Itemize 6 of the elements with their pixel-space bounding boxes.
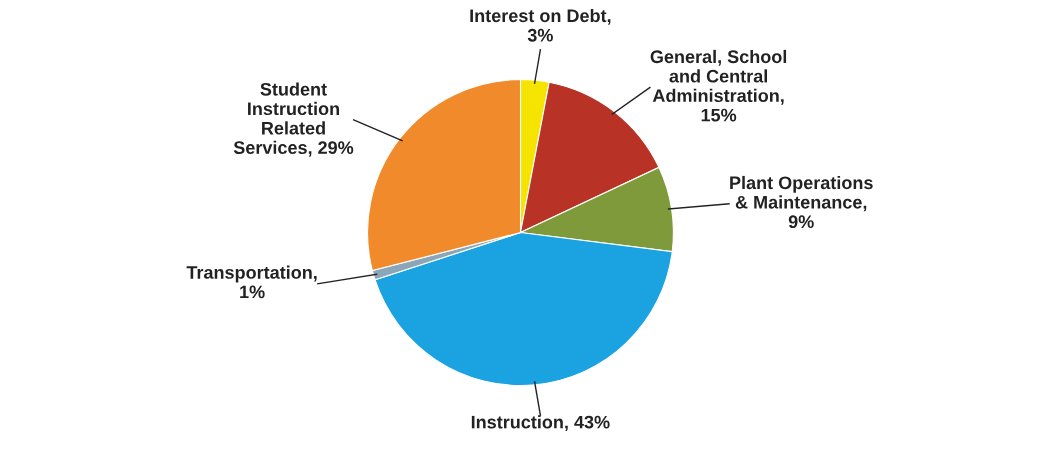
slice-label: Instruction, 43% <box>471 415 610 432</box>
slice-label: Interest on Debt, 3% <box>470 8 611 42</box>
slice-label: Student Instruction Related Services, 29% <box>233 82 354 157</box>
slice-label: General, School and Central Administration, 15% <box>650 49 787 122</box>
slice-label: Transportation, 1% <box>186 265 317 299</box>
slice-label: Plant Operations & Maintenance, 9% <box>730 175 873 229</box>
